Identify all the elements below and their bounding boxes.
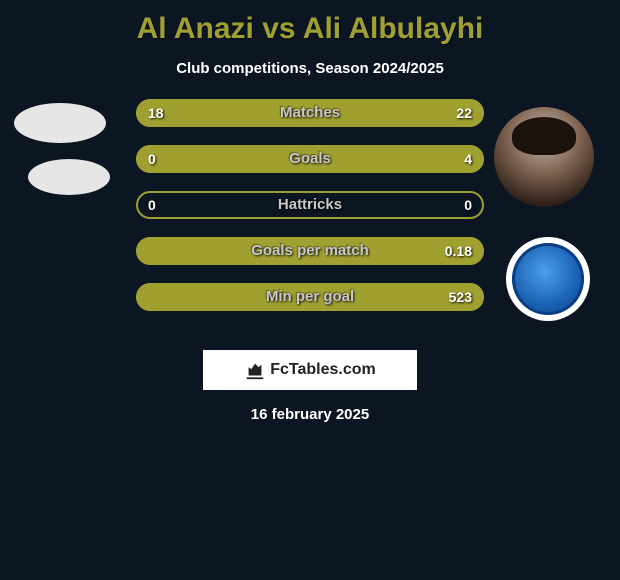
stats-icon bbox=[244, 359, 266, 381]
stat-row: Goals per match0.18 bbox=[136, 237, 484, 265]
date-text: 16 february 2025 bbox=[0, 406, 620, 423]
page-title: Al Anazi vs Ali Albulayhi bbox=[0, 0, 620, 46]
brand-badge: FcTables.com bbox=[203, 350, 417, 390]
bar-outline bbox=[136, 237, 484, 265]
bar-outline bbox=[136, 283, 484, 311]
stat-row: Matches1822 bbox=[136, 99, 484, 127]
avatar-left-player bbox=[14, 103, 106, 143]
bar-outline bbox=[136, 145, 484, 173]
bar-outline bbox=[136, 99, 484, 127]
subtitle: Club competitions, Season 2024/2025 bbox=[0, 60, 620, 77]
bar-outline bbox=[136, 191, 484, 219]
stat-bars: Matches1822 Goals04 Hattricks00 Goals per m… bbox=[136, 99, 484, 329]
brand-text: FcTables.com bbox=[270, 361, 376, 379]
avatar-left-clublogo bbox=[28, 159, 110, 195]
stat-row: Goals04 bbox=[136, 145, 484, 173]
avatar-right-clublogo bbox=[506, 237, 590, 321]
stat-row: Hattricks00 bbox=[136, 191, 484, 219]
stat-row: Min per goal523 bbox=[136, 283, 484, 311]
avatar-right-player bbox=[494, 107, 594, 207]
alhilal-badge-icon bbox=[512, 243, 584, 315]
